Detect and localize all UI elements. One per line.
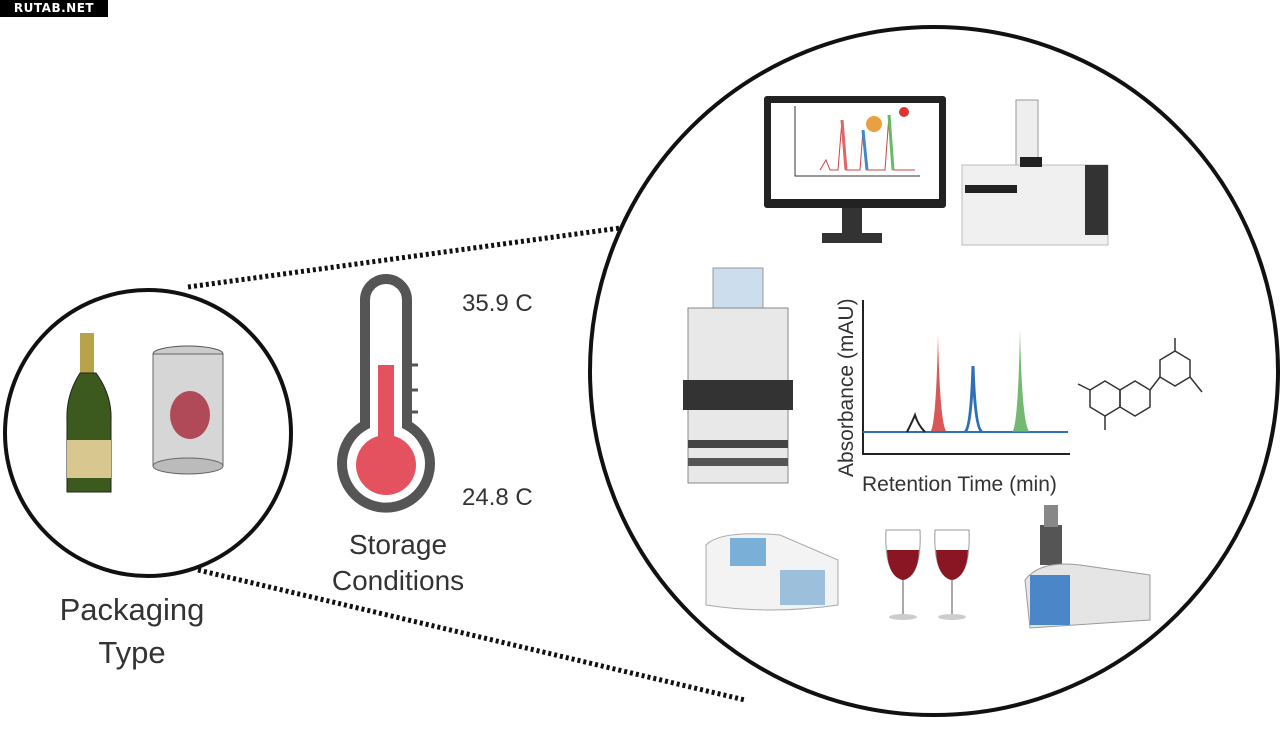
molecule-icon <box>1077 338 1203 430</box>
peak-3-blue <box>963 365 984 434</box>
chart-axes <box>862 300 1070 455</box>
champagne-bottle-icon <box>66 333 112 493</box>
mass-spec-instrument-icon <box>1024 505 1151 629</box>
temp-high-label: 35.9 C <box>462 290 533 317</box>
storage-label-line1: Storage <box>348 529 448 560</box>
storage-label: Storage Conditions <box>318 527 478 599</box>
packaging-circle <box>3 288 293 578</box>
monitor-chromatogram-icon <box>764 96 946 243</box>
wine-glasses-icon <box>885 529 970 620</box>
hplc-instrument-icon <box>683 267 793 484</box>
peak-1 <box>906 411 926 433</box>
chart-ylabel: Absorbance (mAU) <box>835 298 858 477</box>
packaging-label-line2: Type <box>98 635 166 670</box>
can-icon <box>152 345 224 475</box>
chromatogram-chart <box>862 300 1070 455</box>
packaging-label: Packaging Type <box>42 588 222 674</box>
packaging-label-line1: Packaging <box>59 592 205 627</box>
connector-top <box>187 225 621 290</box>
peak-2-red <box>930 335 947 432</box>
connector-bottom <box>197 567 746 703</box>
thermometer-icon <box>337 274 435 513</box>
peak-4-green <box>1012 330 1030 432</box>
temp-low-label: 24.8 C <box>462 484 533 511</box>
spectrophotometer-icon <box>705 533 839 611</box>
gc-instrument-icon <box>961 99 1109 246</box>
watermark: RUTAB.NET <box>0 0 108 17</box>
storage-label-line2: Conditions <box>331 565 465 596</box>
chart-xlabel: Retention Time (min) <box>862 473 1057 496</box>
